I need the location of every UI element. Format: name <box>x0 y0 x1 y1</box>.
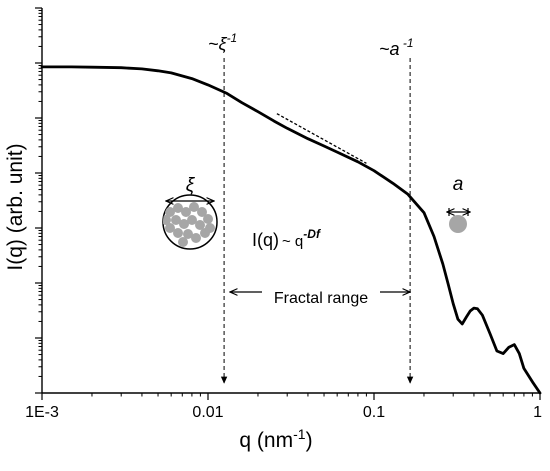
x-axis-title: q (nm-1) <box>239 426 312 452</box>
a-symbol: a <box>453 174 464 195</box>
x-axis-tick-labels: 1E-3 0.01 0.1 1 <box>25 404 542 421</box>
x-tick-label: 0.1 <box>363 404 385 421</box>
y-axis-title: I(q) (arb. unit) <box>4 143 27 270</box>
x-axis-ticks <box>41 393 541 400</box>
fractal-aggregate-icon: ξ <box>162 175 218 250</box>
xi-symbol: ξ <box>186 175 196 196</box>
primary-particle-icon: a <box>447 174 470 233</box>
xi-inverse-label: ~ξ-1 <box>208 31 237 54</box>
x-tick-label: 1 <box>533 404 542 421</box>
x-tick-label: 1E-3 <box>25 404 59 421</box>
a-inverse-label: ~a -1 <box>379 36 414 59</box>
fractal-range-label: Fractal range <box>274 290 368 307</box>
y-axis-ticks <box>35 7 42 394</box>
x-tick-label: 0.01 <box>192 404 223 421</box>
scattering-curve <box>40 65 542 395</box>
power-law-label: I(q) ~ q-Df <box>252 227 321 250</box>
power-law-reference-line <box>276 113 367 164</box>
